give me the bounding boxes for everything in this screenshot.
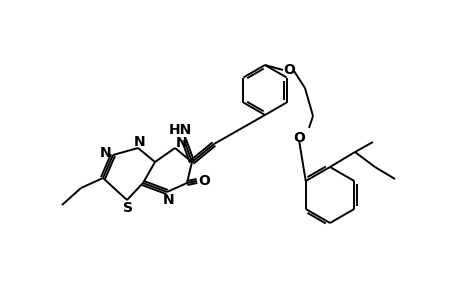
Text: N: N [163, 193, 174, 207]
Text: O: O [282, 63, 294, 77]
Text: N: N [134, 135, 146, 149]
Text: HN: HN [168, 123, 191, 137]
Text: N: N [100, 146, 112, 160]
Text: N: N [176, 136, 187, 150]
Text: O: O [198, 174, 209, 188]
Text: S: S [123, 201, 133, 215]
Text: O: O [292, 131, 304, 145]
